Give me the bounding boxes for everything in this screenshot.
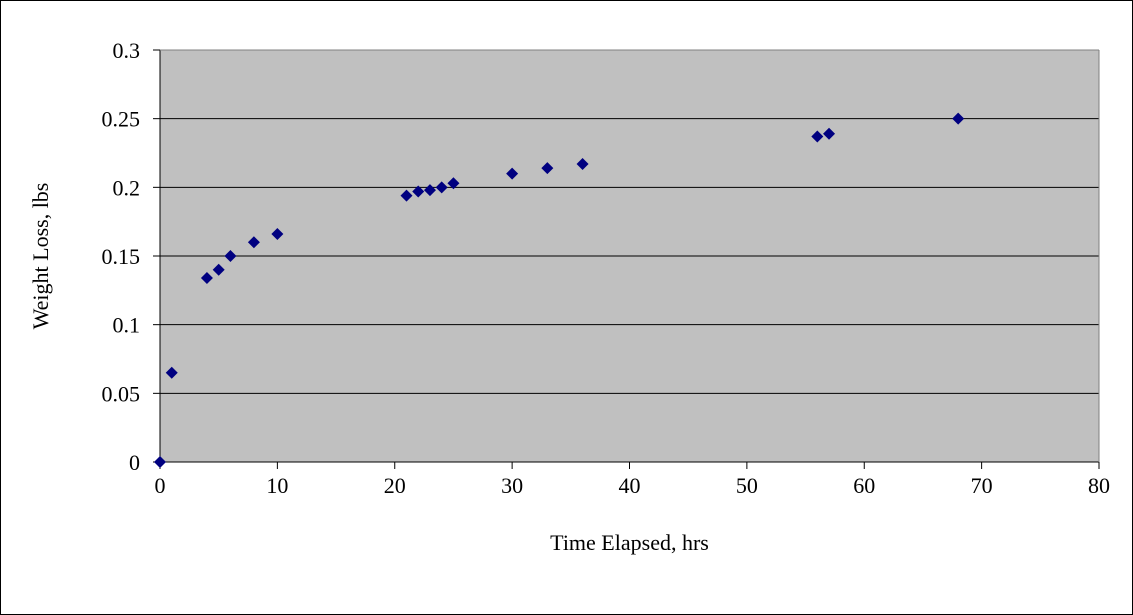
x-tick-label: 0 [155,473,166,498]
y-tick-labels: 0 0.05 0.1 0.15 0.2 0.25 0.3 [102,38,141,475]
data-point [200,271,213,284]
y-tick-label: 0 [129,450,140,475]
data-point [435,181,448,194]
data-point [271,228,284,241]
x-tick-label: 50 [736,473,758,498]
x-tick-label: 70 [971,473,993,498]
y-tick-label: 0.3 [113,38,141,63]
x-tick-label: 10 [266,473,288,498]
data-point [165,366,178,379]
y-tick-label: 0.1 [113,313,141,338]
y-tick-label: 0.15 [102,244,141,269]
y-axis-title: Weight Loss, lbs [28,183,53,330]
x-tick-label: 20 [384,473,406,498]
y-tick-label: 0.2 [113,175,141,200]
data-point [541,162,554,175]
data-point [224,250,237,262]
x-tick-label: 80 [1088,473,1110,498]
data-point [823,127,836,140]
data-point [247,236,260,249]
data-point [952,112,965,125]
data-point [423,184,436,197]
y-tick-label: 0.25 [102,107,141,132]
y-tick-label: 0.05 [102,381,141,406]
x-tick-labels: 0 10 20 30 40 50 60 70 80 [155,473,1111,498]
data-point [447,177,460,190]
data-point [154,456,166,468]
data-point [576,157,589,170]
data-point [400,189,413,202]
data-markers [154,112,965,468]
x-axis-title: Time Elapsed, hrs [550,530,709,555]
data-point [811,130,824,143]
data-point [506,167,519,180]
x-tick-label: 30 [501,473,523,498]
data-point [212,263,225,276]
data-point [412,185,425,198]
axes [153,49,1100,469]
x-tick-label: 60 [853,473,875,498]
x-tick-label: 40 [619,473,641,498]
